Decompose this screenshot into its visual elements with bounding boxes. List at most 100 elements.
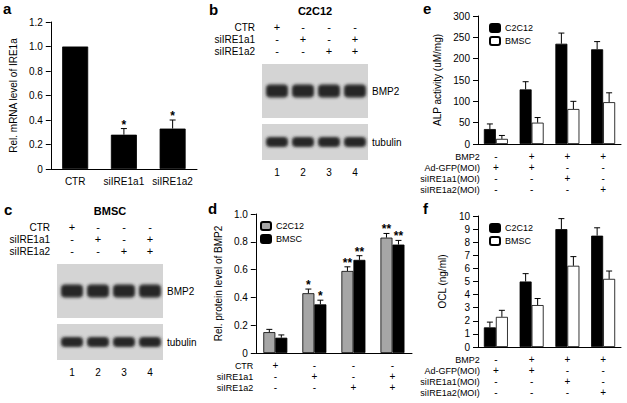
svg-text:siIRE1a1: siIRE1a1 (214, 34, 255, 45)
svg-text:+: + (600, 151, 606, 162)
svg-text:+: + (390, 382, 396, 393)
svg-text:-: - (494, 387, 497, 398)
svg-text:siIRE1a2(MOI): siIRE1a2(MOI) (420, 388, 480, 398)
svg-text:-: - (274, 371, 277, 382)
svg-text:OCL (ng/ml): OCL (ng/ml) (437, 254, 448, 308)
svg-text:-: - (530, 376, 533, 387)
svg-text:e: e (423, 0, 431, 17)
svg-text:BMP2: BMP2 (455, 355, 480, 365)
svg-text:200: 200 (453, 53, 470, 64)
svg-text:+: + (352, 45, 358, 57)
svg-text:siIRE1a2: siIRE1a2 (152, 176, 193, 187)
svg-text:C2C12: C2C12 (505, 223, 533, 233)
svg-text:50: 50 (459, 117, 471, 128)
svg-text:2: 2 (464, 315, 470, 326)
svg-text:7: 7 (464, 250, 470, 261)
svg-text:9: 9 (464, 224, 470, 235)
svg-text:**: ** (355, 245, 365, 259)
svg-text:-: - (601, 162, 604, 173)
svg-text:0: 0 (464, 139, 470, 150)
svg-text:+: + (351, 382, 357, 393)
svg-text:-: - (327, 33, 331, 45)
svg-text:**: ** (394, 229, 404, 243)
svg-text:0: 0 (242, 348, 248, 359)
svg-text:-: - (494, 376, 497, 387)
svg-text:1.0: 1.0 (29, 41, 43, 52)
svg-text:-: - (494, 354, 497, 365)
svg-text:+: + (147, 245, 153, 257)
svg-text:-: - (70, 245, 74, 257)
svg-text:-: - (122, 221, 126, 233)
svg-text:+: + (121, 245, 127, 257)
svg-text:BMSC: BMSC (505, 236, 532, 246)
svg-text:3: 3 (326, 167, 332, 178)
svg-text:-: - (352, 360, 355, 371)
svg-text:+: + (272, 360, 278, 371)
svg-text:**: ** (382, 222, 392, 236)
svg-text:*: * (306, 278, 311, 292)
svg-text:4: 4 (464, 289, 470, 300)
svg-text:10: 10 (459, 211, 471, 222)
svg-text:-: - (566, 184, 569, 195)
svg-text:-: - (96, 245, 100, 257)
svg-text:1: 1 (69, 367, 75, 378)
svg-text:+: + (326, 45, 332, 57)
svg-text:+: + (390, 371, 396, 382)
svg-text:-: - (601, 173, 604, 184)
svg-text:4: 4 (352, 167, 358, 178)
svg-text:+: + (69, 221, 75, 233)
svg-text:**: ** (343, 256, 353, 270)
svg-text:Ad-GFP(MOI): Ad-GFP(MOI) (424, 163, 480, 173)
svg-text:-: - (601, 365, 604, 376)
svg-text:Rel. protein level of BMP2: Rel. protein level of BMP2 (213, 225, 224, 341)
svg-text:-: - (275, 45, 279, 57)
svg-text:6: 6 (464, 263, 470, 274)
svg-text:-: - (327, 21, 331, 33)
svg-text:+: + (564, 173, 570, 184)
svg-text:+: + (529, 354, 535, 365)
svg-text:-: - (313, 360, 316, 371)
svg-text:CTR: CTR (234, 22, 255, 33)
svg-text:2: 2 (300, 167, 306, 178)
svg-text:C2C12: C2C12 (276, 221, 304, 231)
svg-text:8: 8 (464, 237, 470, 248)
svg-text:BMP2: BMP2 (167, 286, 195, 297)
svg-text:0.2: 0.2 (29, 139, 43, 150)
svg-text:BMSC: BMSC (94, 205, 126, 217)
svg-text:-: - (391, 360, 394, 371)
svg-text:+: + (352, 33, 358, 45)
svg-text:+: + (529, 365, 535, 376)
svg-text:siIRE1a1: siIRE1a1 (104, 176, 145, 187)
svg-text:0: 0 (464, 342, 470, 353)
svg-text:250: 250 (453, 32, 470, 43)
svg-text:-: - (301, 45, 305, 57)
svg-text:siIRE1a1(MOI): siIRE1a1(MOI) (420, 377, 480, 387)
svg-text:-: - (566, 365, 569, 376)
svg-text:c: c (4, 201, 12, 218)
svg-text:+: + (600, 184, 606, 195)
svg-text:+: + (564, 151, 570, 162)
svg-text:-: - (494, 151, 497, 162)
svg-text:+: + (274, 21, 280, 33)
svg-text:CTR: CTR (65, 176, 86, 187)
svg-text:-: - (353, 21, 357, 33)
svg-text:tubulin: tubulin (372, 137, 401, 148)
svg-text:+: + (529, 162, 535, 173)
svg-text:-: - (96, 221, 100, 233)
svg-text:tubulin: tubulin (167, 337, 196, 348)
svg-text:C2C12: C2C12 (298, 5, 332, 17)
svg-text:siIRE1a2: siIRE1a2 (214, 46, 255, 57)
svg-text:-: - (274, 382, 277, 393)
svg-text:100: 100 (453, 96, 470, 107)
svg-text:BMSC: BMSC (276, 234, 303, 244)
svg-text:siIRE1a1: siIRE1a1 (9, 234, 50, 245)
svg-text:-: - (122, 233, 126, 245)
svg-text:5: 5 (464, 276, 470, 287)
svg-text:0.8: 0.8 (234, 236, 248, 247)
svg-text:-: - (313, 382, 316, 393)
svg-text:+: + (529, 151, 535, 162)
svg-text:*: * (318, 289, 323, 303)
svg-text:150: 150 (453, 75, 470, 86)
svg-text:BMP2: BMP2 (455, 152, 480, 162)
svg-text:3: 3 (464, 302, 470, 313)
